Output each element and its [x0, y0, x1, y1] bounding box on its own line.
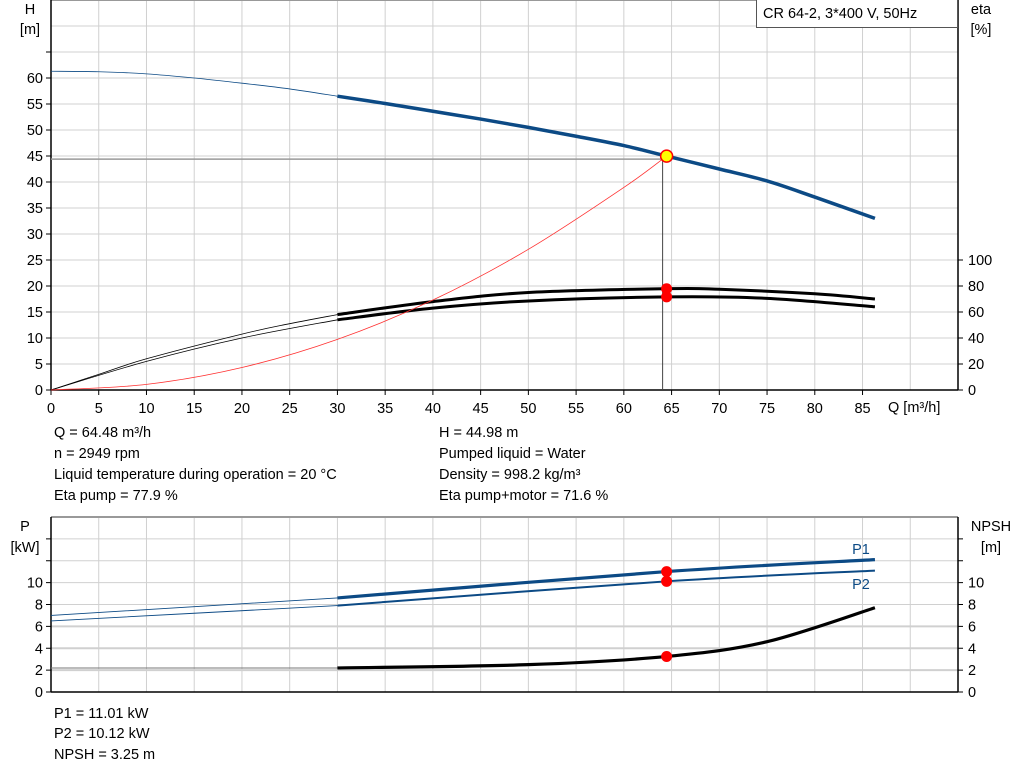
eta_pump-curve	[337, 286, 876, 317]
x-tick-label: 30	[329, 401, 345, 417]
x-tick-label: 40	[425, 401, 441, 417]
result-eta-pump: Eta pump = 77.9 %	[54, 488, 178, 504]
p-tick-label: 6	[35, 619, 43, 635]
npsh-axis-label: NPSH	[971, 519, 1011, 535]
y-tick-label: 5	[35, 357, 43, 373]
y-axis-unit: [m]	[20, 22, 40, 38]
x-tick-label: 55	[568, 401, 584, 417]
y-tick-label: 25	[27, 253, 43, 269]
head-curve-thin	[50, 70, 338, 97]
P2-label: P2	[852, 577, 870, 593]
result-p2: P2 = 10.12 kW	[54, 726, 150, 742]
x-tick-label: 80	[807, 401, 823, 417]
x-tick-label: 25	[282, 401, 298, 417]
p-tick-label: 4	[35, 641, 43, 657]
x-tick-label: 45	[473, 401, 489, 417]
npsh-tick-label: 10	[968, 576, 984, 592]
result-npsh: NPSH = 3.25 m	[54, 747, 156, 763]
p-tick-label: 10	[27, 576, 43, 592]
y2-tick-label: 100	[968, 253, 992, 269]
head-curve	[337, 94, 876, 221]
eta_pump_motor-curve-thin	[50, 319, 338, 391]
result-speed: n = 2949 rpm	[54, 446, 140, 462]
y2-tick-label: 40	[968, 331, 984, 347]
result-temperature: Liquid temperature during operation = 20…	[54, 467, 337, 483]
eta_pump-curve-thin	[50, 314, 338, 391]
y-axis-label: H	[25, 2, 35, 18]
result-density: Density = 998.2 kg/m³	[439, 467, 581, 483]
x-tick-label: 70	[711, 401, 727, 417]
y-tick-label: 45	[27, 149, 43, 165]
p-axis-label: P	[20, 519, 30, 535]
npsh-tick-label: 6	[968, 619, 976, 635]
x-tick-label: 85	[854, 401, 870, 417]
y-tick-label: 35	[27, 201, 43, 217]
system-curve	[50, 155, 667, 391]
result-p1: P1 = 11.01 kW	[54, 706, 149, 722]
x-tick-label: 20	[234, 401, 250, 417]
y-tick-label: 0	[35, 383, 43, 399]
x-axis-label: Q [m³/h]	[888, 400, 940, 416]
eta-pump-marker	[661, 283, 673, 295]
p-axis-unit: [kW]	[11, 540, 40, 556]
result-h: H = 44.98 m	[439, 425, 519, 441]
x-tick-label: 0	[47, 401, 55, 417]
x-tick-label: 60	[616, 401, 632, 417]
y-tick-label: 20	[27, 279, 43, 295]
eta-pump-motor-marker	[661, 291, 673, 303]
P2-curve	[337, 569, 875, 607]
NPSH-marker	[661, 650, 673, 662]
x-tick-label: 5	[95, 401, 103, 417]
y2-tick-label: 0	[968, 383, 976, 399]
y2-tick-label: 80	[968, 279, 984, 295]
npsh-tick-label: 8	[968, 598, 976, 614]
P2-marker	[661, 575, 673, 587]
pump-title-box: CR 64-2, 3*400 V, 50Hz	[756, 0, 958, 28]
x-tick-label: 10	[138, 401, 154, 417]
NPSH-curve	[337, 606, 876, 670]
y-tick-label: 15	[27, 305, 43, 321]
p-tick-label: 0	[35, 685, 43, 701]
P1-marker	[661, 566, 673, 578]
y2-tick-label: 60	[968, 305, 984, 321]
result-eta-pump-motor: Eta pump+motor = 71.6 %	[439, 488, 609, 504]
P1-curve	[337, 558, 876, 600]
npsh-tick-label: 2	[968, 663, 976, 679]
npsh-tick-label: 4	[968, 641, 976, 657]
y-tick-label: 10	[27, 331, 43, 347]
y2-axis-label: eta	[971, 2, 992, 18]
y2-tick-label: 20	[968, 357, 984, 373]
x-tick-label: 75	[759, 401, 775, 417]
x-tick-label: 15	[186, 401, 202, 417]
y-tick-label: 55	[27, 97, 43, 113]
result-liquid: Pumped liquid = Water	[439, 446, 586, 462]
y-tick-label: 50	[27, 123, 43, 139]
y-tick-label: 30	[27, 227, 43, 243]
y-tick-label: 40	[27, 175, 43, 191]
P1-curve-thin	[50, 597, 338, 616]
npsh-axis-unit: [m]	[981, 540, 1001, 556]
x-tick-label: 50	[520, 401, 536, 417]
P1-label: P1	[852, 542, 870, 558]
eta_pump_motor-curve	[337, 295, 876, 322]
y2-axis-unit: [%]	[971, 22, 992, 38]
x-tick-label: 35	[377, 401, 393, 417]
y-tick-label: 60	[27, 71, 43, 87]
x-tick-label: 65	[664, 401, 680, 417]
npsh-tick-label: 0	[968, 685, 976, 701]
p-tick-label: 8	[35, 598, 43, 614]
result-q: Q = 64.48 m³/h	[54, 425, 152, 441]
duty-point-marker	[659, 149, 674, 163]
P2-curve-thin	[50, 605, 338, 622]
p-tick-label: 2	[35, 663, 43, 679]
